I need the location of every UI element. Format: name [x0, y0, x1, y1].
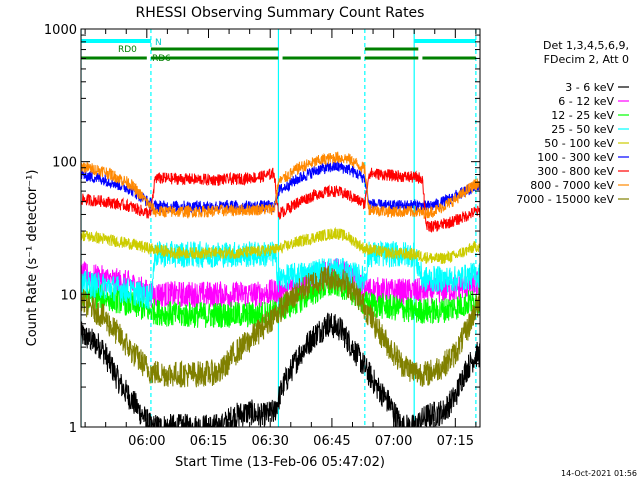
flag-label-rd6: RD6: [152, 54, 171, 64]
legend-label-4: 50 - 100 keV: [544, 137, 614, 150]
y-tick-label: 1: [69, 421, 77, 436]
legend-label-5: 100 - 300 keV: [537, 151, 614, 164]
y-axis-label: Count Rate (s⁻¹ detector⁻¹): [25, 170, 40, 347]
y-tick-label: 10: [60, 288, 77, 303]
chart-title: RHESSI Observing Summary Count Rates: [136, 5, 425, 21]
series-line-6: [81, 167, 480, 233]
series-line-5: [81, 160, 480, 214]
legend-label-6: 300 - 800 keV: [537, 165, 614, 178]
timestamp: 14-Oct-2021 01:56: [561, 469, 637, 478]
legend-label-8: 7000 - 15000 keV: [516, 193, 614, 206]
series-line-4: [81, 226, 480, 264]
y-tick-label: 100: [52, 156, 77, 171]
legend-header-1: FDecim 2, Att 0: [544, 53, 629, 66]
x-tick-label: 06:30: [251, 434, 288, 449]
series-line-7: [81, 151, 480, 220]
plot-area: N RD0 RD6: [81, 29, 480, 427]
legend-label-7: 800 - 7000 keV: [530, 179, 614, 192]
x-tick-label: 07:15: [437, 434, 474, 449]
plot-content: [81, 29, 480, 427]
axes: 1 10 100 1000 06:00 06:15 06:30 06:45 07:00 07:15: [44, 23, 481, 449]
flag-label-rd0: RD0: [118, 45, 137, 55]
x-axis-label: Start Time (13-Feb-06 05:47:02): [175, 455, 385, 470]
flag-label-n: N: [155, 38, 162, 48]
x-tick-label: 06:45: [313, 434, 350, 449]
legend-header-0: Det 1,3,4,5,6,9,: [543, 39, 629, 52]
x-tick-label: 06:00: [128, 434, 165, 449]
legend-label-1: 6 - 12 keV: [558, 95, 614, 108]
legend-label-2: 12 - 25 keV: [551, 109, 614, 122]
legend-label-3: 25 - 50 keV: [551, 123, 614, 136]
y-tick-label: 1000: [44, 23, 77, 38]
axes-frame: [80, 28, 481, 428]
legend: Det 1,3,4,5,6,9,FDecim 2, Att 0 3 - 6 keV…: [516, 39, 629, 206]
legend-label-0: 3 - 6 keV: [565, 81, 614, 94]
x-tick-label: 06:15: [190, 434, 227, 449]
x-tick-label: 07:00: [375, 434, 412, 449]
series-line-8: [81, 265, 480, 388]
series-line-0: [81, 312, 480, 427]
